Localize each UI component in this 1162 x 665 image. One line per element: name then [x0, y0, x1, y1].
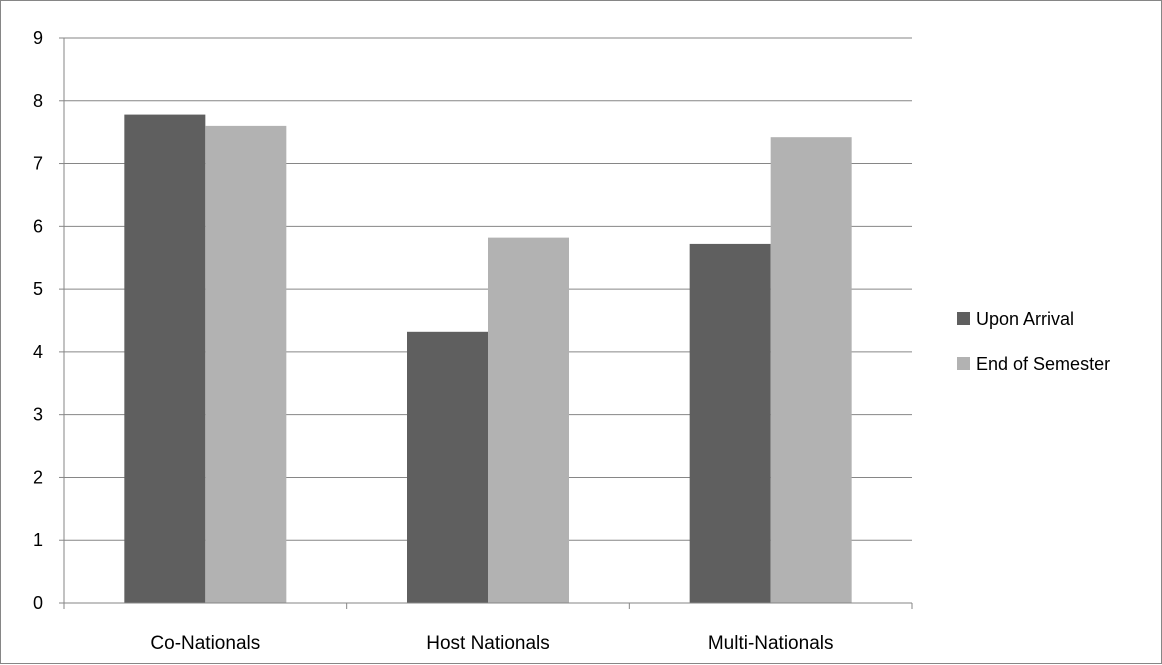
y-tick-label: 9	[33, 28, 43, 48]
legend: Upon Arrival End of Semester	[957, 309, 1110, 374]
x-axis-labels: Co-Nationals Host Nationals Multi-National…	[63, 603, 913, 654]
bar-end-of-semester	[205, 125, 287, 603]
legend-label: End of Semester	[976, 354, 1110, 374]
y-tick-label: 2	[33, 467, 43, 487]
bar-end-of-semester	[770, 137, 852, 603]
bar-upon-arrival	[689, 243, 771, 603]
y-tick-label: 3	[33, 405, 43, 425]
bar-upon-arrival	[124, 114, 206, 603]
bar-upon-arrival	[407, 331, 488, 603]
bar-end-of-semester	[488, 237, 569, 603]
axes	[63, 38, 912, 604]
y-axis-ticks: 0 1 2 3 4 5 6 7 8 9	[33, 28, 64, 613]
y-tick-label: 5	[33, 279, 43, 299]
x-category-label: Multi-Nationals	[708, 633, 834, 654]
y-tick-label: 4	[33, 342, 43, 362]
bars	[124, 114, 852, 603]
y-tick-label: 7	[33, 154, 43, 174]
y-tick-label: 6	[33, 216, 43, 236]
y-tick-label: 0	[33, 593, 43, 613]
x-category-label: Co-Nationals	[150, 633, 260, 654]
y-tick-label: 1	[33, 530, 43, 550]
legend-swatch	[957, 357, 970, 370]
legend-swatch	[957, 312, 970, 325]
x-category-label: Host Nationals	[426, 633, 550, 654]
y-tick-label: 8	[33, 91, 43, 111]
legend-label: Upon Arrival	[976, 309, 1074, 329]
